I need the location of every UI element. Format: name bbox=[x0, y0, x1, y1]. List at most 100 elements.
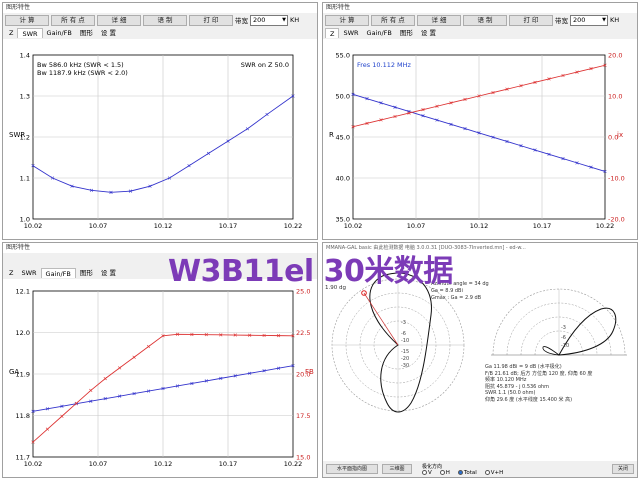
copy-button[interactable]: 语 制 bbox=[143, 14, 187, 26]
impedance-chart: 10.02 10.07 10.12 10.17 10.22 55.0 50.0 45.0 40.… bbox=[329, 52, 625, 231]
horizontal-pattern-button[interactable]: 水平面指向图 bbox=[326, 464, 378, 474]
tab-swr[interactable]: SWR bbox=[343, 29, 359, 37]
x-tick-label: 10.02 bbox=[344, 222, 363, 230]
data-point bbox=[31, 409, 35, 413]
close-button[interactable]: 关闭 bbox=[612, 464, 634, 474]
y-right-axis-label: jx bbox=[616, 131, 623, 139]
y-tick-label: 11.7 bbox=[16, 454, 30, 462]
ring-label: -20 bbox=[401, 356, 409, 362]
tab-bar: Z SWR Gain/FB 图形 设 置 bbox=[3, 267, 317, 278]
print-button[interactable]: 打 印 bbox=[509, 14, 553, 26]
polarization-label: 极化方向 bbox=[422, 463, 443, 470]
data-point bbox=[407, 111, 411, 115]
gmax-text: Gmax : Ga = 2.9 dB bbox=[431, 295, 482, 301]
data-point bbox=[603, 63, 607, 67]
x-tick-label: 10.12 bbox=[470, 222, 489, 230]
tab-z[interactable]: Z bbox=[325, 28, 340, 38]
ring-label: -6 bbox=[401, 331, 406, 337]
data-point bbox=[351, 125, 355, 129]
data-point bbox=[519, 84, 523, 88]
tab-gain-fb[interactable]: Gain/FB bbox=[366, 29, 392, 37]
calc-button[interactable]: 计 算 bbox=[325, 14, 369, 26]
tab-gain-fb[interactable]: Gain/FB bbox=[40, 268, 76, 278]
data-point bbox=[219, 376, 223, 380]
y-tick-label: 12.1 bbox=[16, 288, 30, 296]
y-axis-label: GA bbox=[9, 368, 19, 376]
unit-label: KH bbox=[610, 16, 620, 24]
data-point bbox=[533, 80, 537, 84]
tab-pattern[interactable]: 图形 bbox=[399, 29, 413, 37]
data-point bbox=[175, 384, 180, 388]
data-point bbox=[74, 401, 78, 405]
data-point bbox=[491, 135, 495, 139]
data-point bbox=[190, 332, 194, 337]
bandwidth-select[interactable]: 200 ▼ bbox=[250, 14, 288, 26]
data-point bbox=[89, 399, 93, 403]
data-point bbox=[60, 414, 64, 418]
azimuth-marker bbox=[361, 290, 367, 296]
bandwidth-select[interactable]: 200 ▼ bbox=[570, 14, 608, 26]
data-point bbox=[132, 355, 136, 359]
data-point bbox=[167, 176, 172, 180]
result-line: 阻抗 45.879 - j 0.536 ohm bbox=[485, 383, 550, 390]
y-tick-label: 1.4 bbox=[20, 52, 30, 60]
tab-pattern[interactable]: 图形 bbox=[79, 269, 93, 277]
tab-settings[interactable]: 设 置 bbox=[420, 29, 436, 37]
tab-pattern[interactable]: 图形 bbox=[79, 29, 93, 37]
data-point bbox=[575, 161, 579, 165]
data-point bbox=[276, 366, 281, 370]
data-point bbox=[291, 334, 295, 338]
data-point bbox=[248, 333, 252, 337]
radio-h[interactable]: H bbox=[439, 470, 450, 476]
tab-settings[interactable]: 设 置 bbox=[100, 29, 116, 37]
data-point bbox=[393, 114, 397, 119]
y-tick-label: 1.0 bbox=[20, 216, 30, 224]
impedance-window: 图形特性 计 算 所 有 点 详 细 语 制 打 印 带宽 200 ▼ KH Z … bbox=[322, 2, 638, 240]
gain-annotations: Azimuth angle = 34 dg Ga = 8.9 dBi Gmax … bbox=[431, 281, 489, 302]
all-points-button[interactable]: 所 有 点 bbox=[371, 14, 415, 26]
tab-settings[interactable]: 设 置 bbox=[100, 269, 116, 277]
print-button[interactable]: 打 印 bbox=[189, 14, 233, 26]
x-tick-label: 10.07 bbox=[89, 222, 108, 230]
tab-swr[interactable]: SWR bbox=[21, 269, 37, 277]
x-tick-label: 10.02 bbox=[24, 222, 43, 230]
calc-button[interactable]: 计 算 bbox=[5, 14, 49, 26]
watermark-title: W3B11el 30米数据 bbox=[168, 254, 453, 289]
data-point bbox=[547, 77, 551, 81]
data-point bbox=[118, 366, 122, 370]
copy-button[interactable]: 语 制 bbox=[463, 14, 507, 26]
pattern-back-lobe bbox=[542, 346, 561, 356]
y-tick-label: 12.0 bbox=[16, 329, 30, 337]
azimuth-angle-text: Azimuth angle = 34 dg bbox=[431, 281, 489, 287]
data-point bbox=[603, 169, 607, 174]
radio-total[interactable]: Total bbox=[457, 470, 477, 476]
tab-bar: Z SWR Gain/FB 图形 设 置 bbox=[323, 27, 637, 38]
data-point bbox=[505, 139, 509, 144]
y-right-tick-label: 0.0 bbox=[608, 134, 618, 142]
all-points-button[interactable]: 所 有 点 bbox=[51, 14, 95, 26]
x-tick-label: 10.22 bbox=[284, 222, 303, 230]
detail-button[interactable]: 详 细 bbox=[97, 14, 141, 26]
data-point bbox=[175, 332, 180, 336]
swr-reference-annotation: SWR on Z 50.0 bbox=[241, 61, 289, 69]
radio-circle bbox=[457, 470, 463, 475]
tab-z[interactable]: Z bbox=[9, 269, 14, 277]
data-point bbox=[547, 152, 551, 156]
data-point bbox=[276, 334, 281, 338]
radio-v-plus-h[interactable]: V+H bbox=[484, 470, 503, 476]
results-panel: Ga 11.98 dBi = 9 dB (水平极化) F/B 21.61 dB;… bbox=[485, 364, 635, 404]
result-line: SWR 1.1 (50.0 ohm) bbox=[485, 390, 536, 397]
swr-window: 图形特性 计 算 所 有 点 详 细 语 制 打 印 带宽 200 ▼ KH Z … bbox=[2, 2, 318, 240]
radio-v[interactable]: V bbox=[422, 470, 432, 476]
3d-view-button[interactable]: 三维图 bbox=[382, 464, 412, 474]
ring-label: -30 bbox=[401, 363, 409, 369]
y-right-tick-label: -20.0 bbox=[608, 216, 625, 224]
tab-swr[interactable]: SWR bbox=[17, 28, 43, 38]
x-tick-label: 10.22 bbox=[596, 222, 615, 230]
data-point bbox=[421, 108, 425, 112]
data-point bbox=[435, 118, 439, 122]
tab-gain-fb[interactable]: Gain/FB bbox=[46, 29, 72, 37]
detail-button[interactable]: 详 细 bbox=[417, 14, 461, 26]
tab-z[interactable]: Z bbox=[9, 29, 14, 37]
window-title: MMANA-GAL basic 由此检测数据 电脑 3.0.0.31 [DUO-… bbox=[323, 243, 637, 253]
